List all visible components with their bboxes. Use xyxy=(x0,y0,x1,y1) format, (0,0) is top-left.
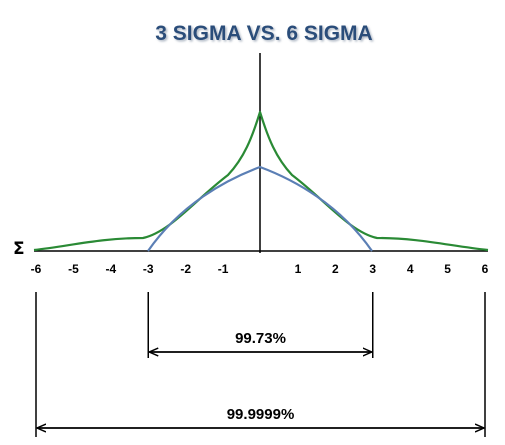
three-sigma-curve xyxy=(147,165,373,252)
tick-label: 3 xyxy=(369,262,376,276)
six-sigma-curve xyxy=(33,110,489,252)
tick-label: -1 xyxy=(218,262,229,276)
tick-label: 4 xyxy=(407,262,414,276)
tick-label: 1 xyxy=(295,262,302,276)
tick-label: 5 xyxy=(444,262,451,276)
tick-label: -2 xyxy=(180,262,191,276)
tick-label: 2 xyxy=(332,262,339,276)
tick-label: -5 xyxy=(68,262,79,276)
range-label: 99.9999% xyxy=(227,406,295,423)
tick-labels: -6 -5 -4 -3 -2 -1 1 2 3 4 5 6 xyxy=(31,262,489,276)
sigma-symbol: Σ xyxy=(13,239,25,259)
tick-label: -6 xyxy=(31,262,42,276)
tick-label: 6 xyxy=(482,262,489,276)
range-markers: 99.73% 99.9999% xyxy=(35,292,486,437)
range-label: 99.73% xyxy=(235,330,286,347)
tick-label: -3 xyxy=(143,262,154,276)
tick-label: -4 xyxy=(105,262,116,276)
page-title: 3 SIGMA VS. 6 SIGMA xyxy=(155,22,372,45)
